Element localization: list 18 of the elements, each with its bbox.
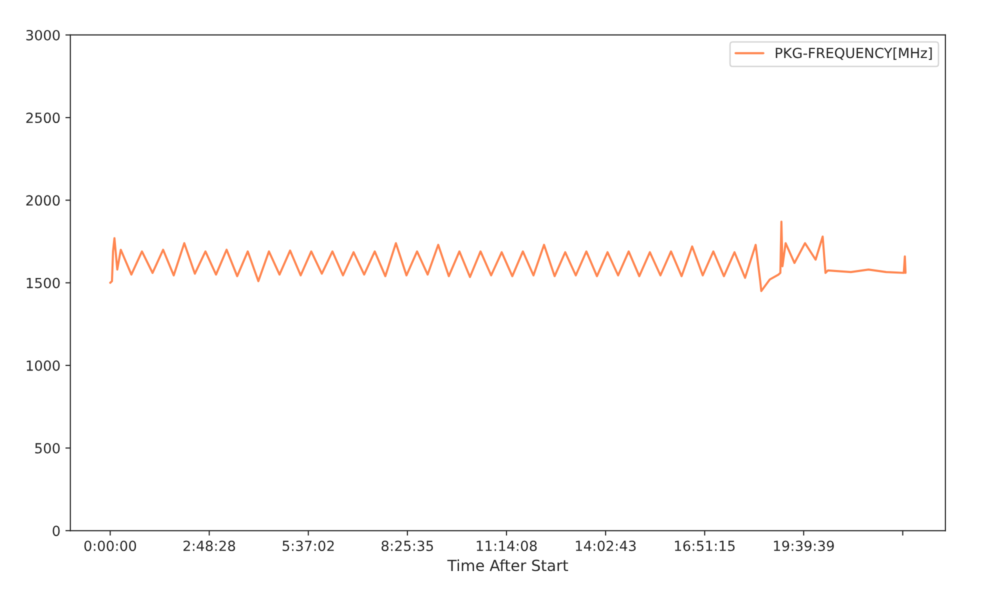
x-tick-label: 5:37:02 <box>282 540 334 552</box>
y-tick-label: 1000 <box>26 360 60 371</box>
x-tick-label: 0:00:00 <box>84 540 136 552</box>
x-axis-title: Time After Start <box>447 559 568 572</box>
legend-label: PKG-FREQUENCY[MHz] <box>776 47 932 60</box>
y-tick-label: 2000 <box>26 195 60 206</box>
x-tick-label: 16:51:15 <box>675 540 735 552</box>
y-tick-label: 0 <box>52 526 60 536</box>
x-tick-label: 14:02:43 <box>576 540 636 552</box>
y-tick-label: 2500 <box>26 112 60 124</box>
y-tick-label: 500 <box>35 443 60 454</box>
line-series <box>109 220 907 292</box>
x-tick-label: 19:39:39 <box>774 540 834 552</box>
x-tick-label: 8:25:35 <box>382 540 433 552</box>
x-tick-label: 11:14:08 <box>476 540 537 552</box>
y-tick-label: 1500 <box>26 278 60 288</box>
y-tick-label: 3000 <box>26 30 60 40</box>
x-tick-label: 2:48:28 <box>183 540 236 552</box>
